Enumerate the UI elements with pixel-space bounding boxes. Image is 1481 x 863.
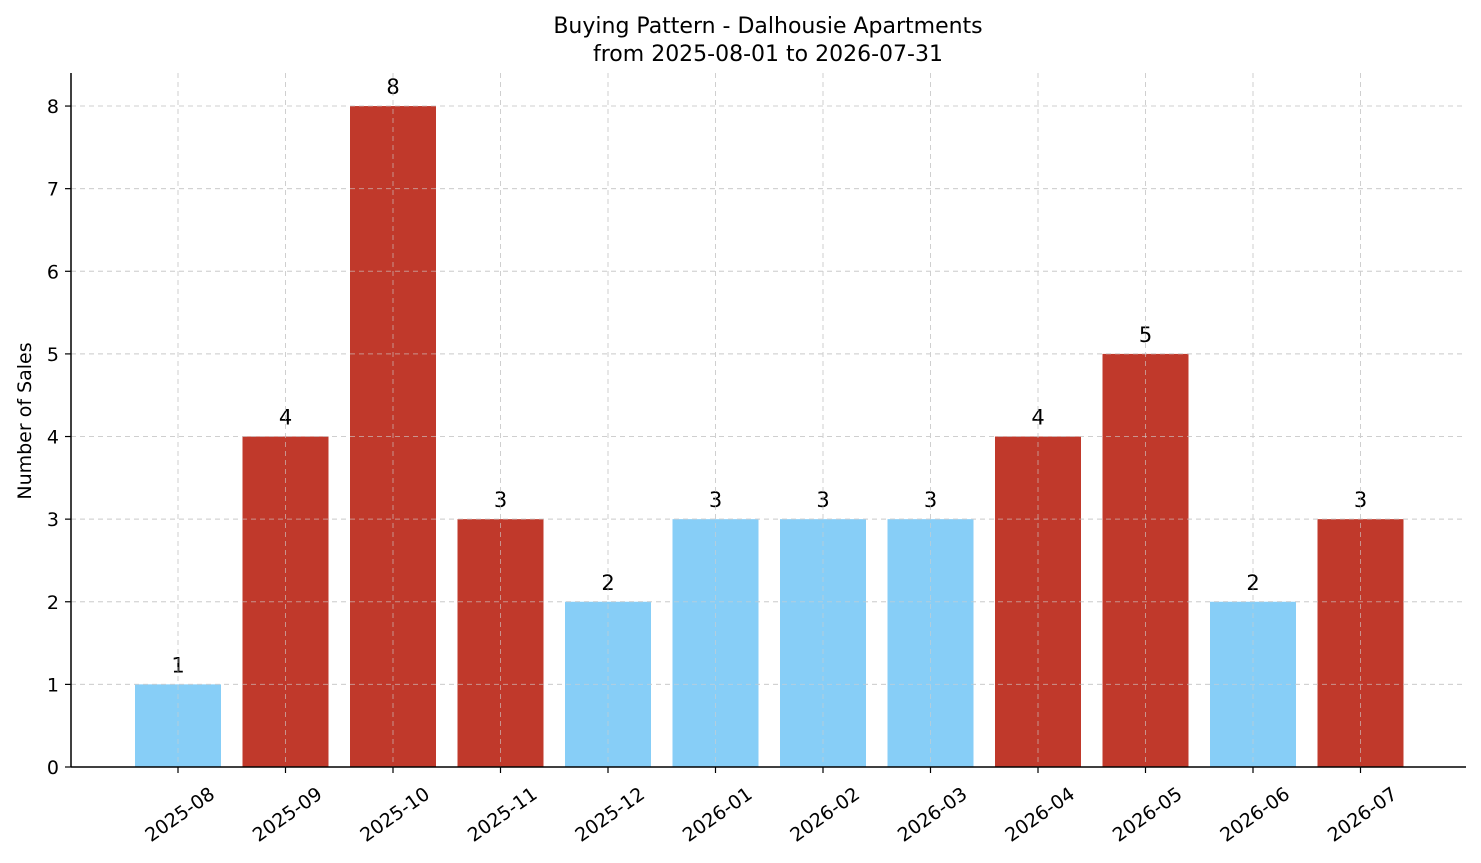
x-tick-label: 2025-10 <box>356 783 434 847</box>
y-ticks: 0 1 2 3 4 5 6 7 8 <box>47 96 71 779</box>
x-tick-label: 2026-07 <box>1324 783 1402 847</box>
y-tick-label: 6 <box>47 261 59 283</box>
y-axis-label: Number of Sales <box>14 342 36 499</box>
x-ticks: 2025-08 2025-09 2025-10 2025-11 2025-12 2026-… <box>141 767 1401 847</box>
x-tick-label: 2025-12 <box>571 783 649 847</box>
y-tick-label: 1 <box>47 674 59 696</box>
y-tick-label: 0 <box>47 757 59 779</box>
x-tick-label: 2025-08 <box>141 783 219 847</box>
x-tick-label: 2026-01 <box>679 783 757 847</box>
y-tick-label: 5 <box>47 344 59 366</box>
x-tick-label: 2026-04 <box>1001 783 1079 847</box>
y-tick-label: 3 <box>47 509 59 531</box>
y-tick-label: 7 <box>47 179 59 201</box>
x-tick-label: 2026-02 <box>786 783 864 847</box>
y-tick-label: 4 <box>47 427 59 449</box>
y-tick-label: 2 <box>47 592 59 614</box>
bar-value-label: 2 <box>1246 571 1259 595</box>
y-tick-label: 8 <box>47 96 59 118</box>
bar-value-label: 2 <box>601 571 614 595</box>
x-tick-label: 2025-11 <box>464 783 542 847</box>
chart-subtitle: from 2025-08-01 to 2026-07-31 <box>593 42 943 67</box>
x-tick-label: 2025-09 <box>249 783 327 847</box>
bar-value-label: 8 <box>386 75 399 99</box>
chart-title: Buying Pattern - Dalhousie Apartments <box>553 14 982 39</box>
x-tick-label: 2026-03 <box>894 783 972 847</box>
x-tick-label: 2026-06 <box>1216 783 1294 847</box>
bar-value-label: 1 <box>171 653 184 677</box>
x-tick-label: 2026-05 <box>1109 783 1187 847</box>
